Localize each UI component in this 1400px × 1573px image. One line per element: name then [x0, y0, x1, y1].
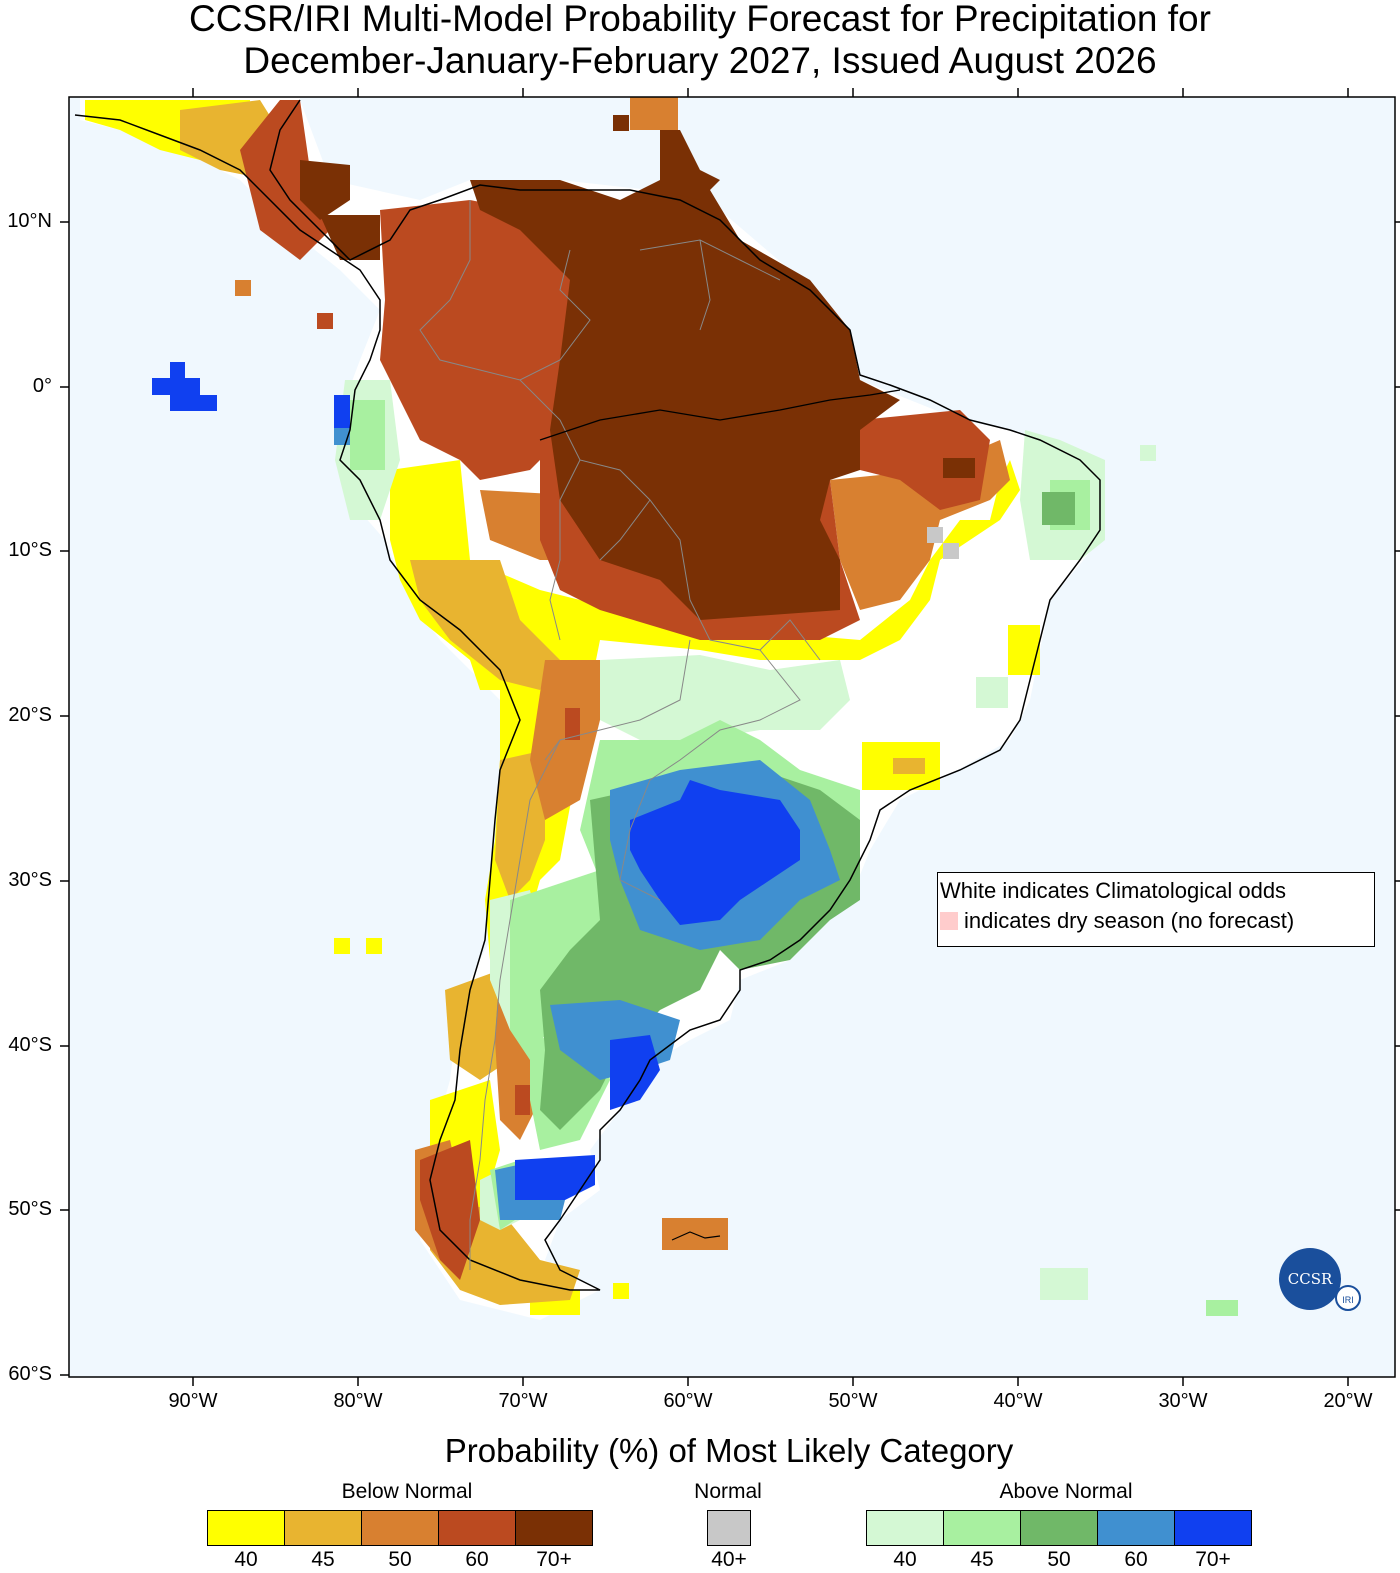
legend-swatch-below-45 [284, 1510, 362, 1546]
below-normal-60-central-america [240, 100, 330, 260]
below-normal-60-pacific [317, 313, 333, 329]
below-normal-60-chile-b [515, 1085, 530, 1115]
lon-label-60w: 60°W [663, 1390, 713, 1412]
above-normal-50-northeast [1042, 492, 1075, 525]
map-frame [68, 96, 1396, 1378]
below-normal-70-central-america [300, 160, 350, 220]
lat-label-40s: 40°S [8, 1034, 52, 1056]
coastline [74, 99, 1101, 1291]
legend-label-below-45: 45 [311, 1548, 335, 1571]
lon-label-90w: 90°W [168, 1390, 218, 1412]
falklands-outline [671, 1231, 721, 1241]
lat-label-10n: 10°N [7, 210, 52, 232]
legend-label-above-50: 50 [1047, 1548, 1071, 1571]
dry-season-note: indicates dry season (no forecast) [940, 906, 1374, 936]
above-normal-70-ecuador [334, 395, 350, 428]
legend-swatch-normal-40 [707, 1510, 751, 1546]
lat-label-30s: 30°S [8, 869, 52, 891]
normal-40-spot-c [943, 543, 959, 559]
below-normal-40-pacific-b [366, 938, 382, 954]
lon-label-50w: 50°W [828, 1390, 878, 1412]
lat-label-0: 0° [32, 375, 52, 397]
normal-40-spot-b [927, 527, 943, 543]
legend-label-below-50: 50 [388, 1548, 412, 1571]
above-normal-40-chaco [600, 655, 850, 740]
climatology-note-line-2: indicates dry season (no forecast) [964, 908, 1295, 933]
below-normal-60-tierra [420, 1140, 480, 1280]
below-normal-45-patagonia [445, 970, 510, 1080]
legend-swatch-above-60 [1097, 1510, 1175, 1546]
legend-label-above-60: 60 [1124, 1548, 1148, 1571]
lat-label-20s: 20°S [8, 704, 52, 726]
below-normal-60-chile-a [565, 708, 580, 740]
legend-label-above-45: 45 [970, 1548, 994, 1571]
below-normal-40-atlantic [613, 1283, 629, 1299]
lon-label-30w: 30°W [1158, 1390, 1208, 1412]
below-normal-60-northeast [860, 410, 990, 510]
above-normal-70-pampas [630, 780, 800, 925]
below-normal-50-caribbean [630, 97, 678, 130]
legend-group-normal: Normal [694, 1480, 762, 1503]
legend-label-below-40: 40 [234, 1548, 258, 1571]
below-normal-70-east-spot [943, 458, 975, 478]
legend-label-above-40: 40 [893, 1548, 917, 1571]
above-normal-40-island [1040, 1268, 1088, 1300]
lon-label-70w: 70°W [498, 1390, 548, 1412]
legend-label-above-70: 70+ [1195, 1548, 1231, 1571]
lon-label-20w: 20°W [1323, 1390, 1373, 1412]
legend-swatch-below-70 [515, 1510, 593, 1546]
ccsr-logo: CCSR [1279, 1248, 1341, 1310]
legend-swatch-below-50 [361, 1510, 439, 1546]
below-normal-70-caribbean-spot [613, 115, 629, 131]
above-normal-70-galapagos [152, 362, 217, 411]
below-normal-45-andes-chile [495, 750, 545, 900]
legend-swatch-below-40 [207, 1510, 285, 1546]
map-title-line-2: December-January-February 2027, Issued A… [243, 40, 1157, 81]
legend-group-below-normal: Below Normal [341, 1480, 473, 1503]
legend-swatch-above-70 [1174, 1510, 1252, 1546]
legend-group-above-normal: Above Normal [999, 1480, 1133, 1503]
climatology-note: White indicates Climatological odds indi… [937, 872, 1375, 947]
below-normal-70-caribbean [660, 130, 720, 200]
above-normal-40-island-b [1140, 445, 1156, 461]
amazon-river [539, 389, 901, 441]
iri-logo: IRI [1335, 1285, 1361, 1311]
lon-label-40w: 40°W [993, 1390, 1043, 1412]
legend-swatch-above-50 [1020, 1510, 1098, 1546]
legend-label-below-60: 60 [465, 1548, 489, 1571]
below-normal-40-central-band [390, 460, 1020, 690]
legend-swatch-above-40 [866, 1510, 944, 1546]
legend-heading: Probability (%) of Most Likely Category [444, 1432, 1014, 1469]
lat-label-60s: 60°S [8, 1363, 52, 1385]
above-normal-70-south [515, 1155, 595, 1200]
dry-season-swatch [940, 912, 958, 930]
above-normal-40-east-coast [976, 677, 1008, 708]
above-normal-45-island [1206, 1300, 1238, 1316]
above-normal-70-patagonia [610, 1035, 660, 1110]
below-normal-60-colombia [380, 200, 600, 480]
below-normal-40-northeast-spot [1008, 625, 1040, 675]
below-normal-70-panama [320, 215, 380, 260]
below-normal-40-pacific-a [334, 938, 350, 954]
lon-ticks [192, 88, 1349, 1386]
climatology-note-line-1: White indicates Climatological odds [940, 878, 1287, 903]
below-normal-45-southeast [893, 758, 925, 774]
country-borders [419, 200, 821, 1270]
legend-label-normal-40: 40+ [711, 1548, 747, 1571]
lat-label-50s: 50°S [8, 1198, 52, 1220]
legend-swatch-above-45 [943, 1510, 1021, 1546]
below-normal-50-pacific [235, 280, 251, 296]
legend-swatch-below-60 [438, 1510, 516, 1546]
lat-label-10s: 10°S [8, 539, 52, 561]
legend-label-below-70: 70+ [536, 1548, 572, 1571]
above-normal-45-ecuador [350, 400, 385, 470]
below-normal-45-andes-north [410, 560, 560, 690]
forecast-shading [74, 97, 1238, 1320]
below-normal-70-amazon [470, 180, 900, 620]
map-title-line-1: CCSR/IRI Multi-Model Probability Forecas… [189, 0, 1211, 39]
lon-label-80w: 80°W [333, 1390, 383, 1412]
